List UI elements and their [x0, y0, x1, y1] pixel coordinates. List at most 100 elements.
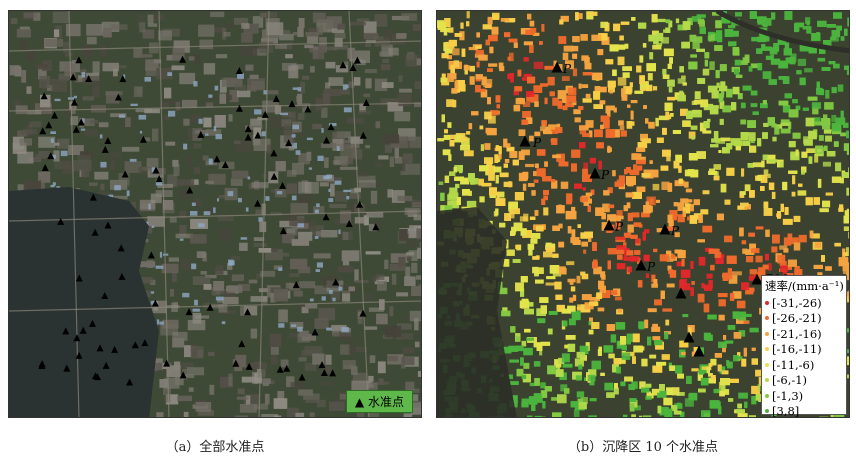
- urban-patch: [241, 376, 259, 383]
- rate-pixel: [532, 266, 539, 274]
- rooftop: [291, 195, 297, 201]
- rate-pixel: [666, 156, 671, 162]
- rate-pixel: [520, 357, 524, 366]
- rooftop: [159, 251, 163, 258]
- rate-pixel: [527, 415, 533, 417]
- benchmark-triangle: [276, 365, 284, 373]
- rooftop: [193, 81, 198, 87]
- rate-pixel: [700, 377, 709, 386]
- benchmark-triangle: [272, 95, 280, 103]
- urban-patch: [138, 261, 156, 268]
- urban-patch: [188, 128, 196, 140]
- rate-pixel: [566, 95, 577, 103]
- urban-patch: [321, 107, 328, 118]
- urban-patch: [180, 362, 194, 369]
- rate-pixel: [582, 174, 592, 182]
- urban-patch: [379, 299, 385, 311]
- rate-pixel: [720, 378, 730, 386]
- rate-pixel: [447, 194, 457, 201]
- urban-patch: [140, 54, 153, 58]
- rate-pixel: [767, 173, 771, 178]
- urban-patch: [375, 121, 381, 129]
- rate-pixel: [582, 168, 588, 177]
- urban-patch: [219, 310, 236, 314]
- rate-pixel: [567, 226, 572, 234]
- urban-patch: [200, 271, 207, 275]
- rate-pixel: [823, 129, 832, 134]
- rate-pixel: [453, 60, 460, 68]
- rate-pixel: [690, 287, 694, 297]
- rate-pixel: [738, 330, 746, 337]
- rate-pixel: [581, 241, 588, 247]
- urban-patch: [314, 318, 329, 329]
- rate-pixel: [844, 65, 849, 70]
- rate-pixel: [708, 377, 716, 384]
- rate-pixel: [541, 24, 545, 32]
- rate-pixel: [663, 48, 674, 57]
- rate-pixel: [528, 396, 538, 405]
- urban-patch: [342, 417, 353, 418]
- rate-pixel: [636, 186, 646, 192]
- rate-pixel: [623, 414, 628, 417]
- rooftop: [215, 134, 222, 140]
- rate-pixel: [598, 346, 602, 352]
- rate-pixel: [713, 388, 721, 394]
- rate-pixel: [533, 171, 537, 177]
- urban-patch: [401, 362, 406, 369]
- rate-pixel: [614, 383, 618, 389]
- rate-pixel: [741, 358, 747, 367]
- urban-patch: [188, 387, 194, 392]
- urban-patch: [408, 250, 418, 261]
- rate-pixel: [817, 149, 822, 153]
- rate-pixel: [479, 196, 485, 203]
- urban-patch: [197, 409, 214, 416]
- rate-pixel: [799, 42, 810, 52]
- rate-pixel: [646, 63, 656, 72]
- rate-pixel: [527, 76, 536, 84]
- urban-patch: [248, 279, 258, 284]
- rate-pixel: [652, 336, 661, 341]
- rate-pixel: [713, 131, 719, 140]
- urban-patch: [21, 70, 27, 83]
- urban-patch: [155, 190, 173, 197]
- rate-pixel: [846, 148, 849, 155]
- urban-patch: [366, 212, 384, 218]
- rate-pixel: [537, 318, 546, 324]
- rooftop: [204, 133, 209, 136]
- rate-pixel: [840, 177, 844, 184]
- rooftop: [114, 185, 121, 191]
- urban-patch: [352, 346, 368, 353]
- rate-pixel: [591, 360, 601, 370]
- rate-pixel: [724, 235, 733, 243]
- rate-pixel: [652, 183, 660, 191]
- urban-patch: [315, 97, 323, 111]
- rate-pixel: [724, 199, 731, 205]
- rate-pixel: [567, 343, 576, 352]
- rooftop: [334, 180, 342, 185]
- urban-patch: [176, 179, 195, 186]
- rate-pixel: [613, 23, 621, 32]
- urban-patch: [218, 304, 228, 313]
- rate-pixel: [788, 170, 798, 174]
- urban-patch: [253, 243, 267, 247]
- rate-pixel: [604, 382, 614, 391]
- urban-patch: [142, 29, 155, 39]
- rate-pixel: [787, 265, 792, 270]
- rate-pixel: [806, 26, 812, 34]
- legend-rate-item: [-21,-16): [765, 326, 843, 342]
- benchmark-triangle: [155, 175, 163, 183]
- rate-pixel: [567, 87, 577, 95]
- urban-patch: [301, 306, 309, 314]
- rate-pixel: [631, 17, 636, 21]
- rate-pixel: [746, 256, 754, 263]
- urban-patch: [234, 140, 241, 144]
- rate-pixel: [758, 267, 766, 275]
- rate-pixel: [637, 142, 648, 148]
- rate-pixel: [470, 178, 479, 185]
- urban-patch: [247, 78, 265, 91]
- benchmark-triangle: [353, 56, 361, 64]
- rate-pixel: [534, 210, 539, 216]
- rate-pixel: [498, 146, 502, 155]
- rate-pixel: [450, 64, 455, 74]
- rate-pixel: [671, 405, 678, 411]
